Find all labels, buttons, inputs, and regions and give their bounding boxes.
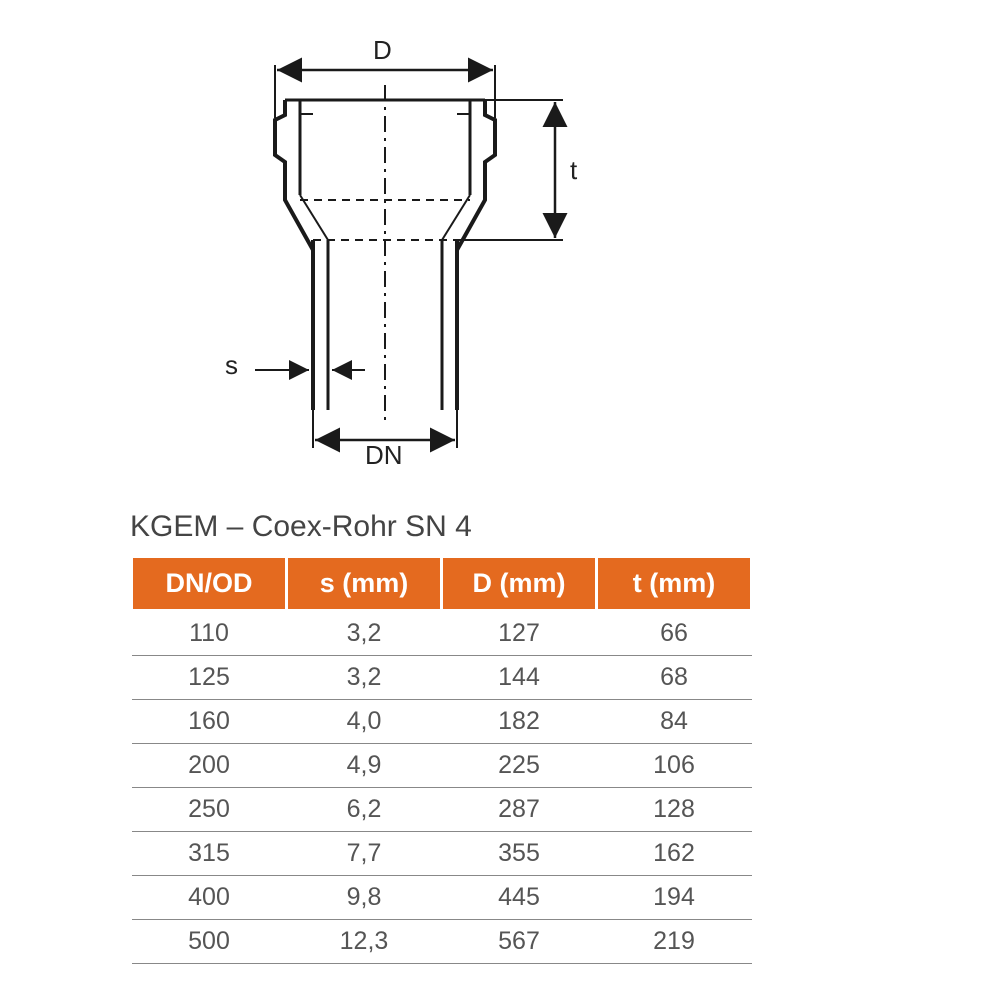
table-cell: 200: [132, 744, 287, 788]
table-row: 1604,018284: [132, 700, 752, 744]
table-cell: 182: [442, 700, 597, 744]
table-cell: 144: [442, 656, 597, 700]
table-cell: 66: [597, 611, 752, 656]
table-row: 1253,214468: [132, 656, 752, 700]
spec-table: DN/OD s (mm) D (mm) t (mm) 1103,21276612…: [130, 555, 753, 964]
table-cell: 500: [132, 920, 287, 964]
table-row: 2004,9225106: [132, 744, 752, 788]
table-row: 2506,2287128: [132, 788, 752, 832]
table-cell: 128: [597, 788, 752, 832]
table-cell: 7,7: [287, 832, 442, 876]
table-cell: 160: [132, 700, 287, 744]
table-row: 50012,3567219: [132, 920, 752, 964]
table-cell: 6,2: [287, 788, 442, 832]
table-row: 4009,8445194: [132, 876, 752, 920]
table-row: 3157,7355162: [132, 832, 752, 876]
table-cell: 219: [597, 920, 752, 964]
dim-label-s: s: [225, 350, 238, 381]
table-cell: 194: [597, 876, 752, 920]
dim-label-dn: DN: [365, 440, 403, 471]
table-cell: 400: [132, 876, 287, 920]
table-cell: 127: [442, 611, 597, 656]
col-d: D (mm): [442, 557, 597, 611]
table-cell: 225: [442, 744, 597, 788]
table-title: KGEM – Coex-Rohr SN 4: [130, 510, 472, 544]
table-cell: 68: [597, 656, 752, 700]
table-cell: 445: [442, 876, 597, 920]
col-t: t (mm): [597, 557, 752, 611]
table-cell: 567: [442, 920, 597, 964]
pipe-diagram: D t s DN: [195, 40, 695, 480]
col-s: s (mm): [287, 557, 442, 611]
table-cell: 125: [132, 656, 287, 700]
table-cell: 162: [597, 832, 752, 876]
table-cell: 3,2: [287, 611, 442, 656]
col-dn-od: DN/OD: [132, 557, 287, 611]
table-header-row: DN/OD s (mm) D (mm) t (mm): [132, 557, 752, 611]
table-cell: 355: [442, 832, 597, 876]
table-cell: 12,3: [287, 920, 442, 964]
table-cell: 250: [132, 788, 287, 832]
table-cell: 287: [442, 788, 597, 832]
dim-label-d: D: [373, 35, 392, 66]
table-cell: 4,0: [287, 700, 442, 744]
table-cell: 84: [597, 700, 752, 744]
table-cell: 106: [597, 744, 752, 788]
table-cell: 315: [132, 832, 287, 876]
table-cell: 9,8: [287, 876, 442, 920]
table-cell: 4,9: [287, 744, 442, 788]
table-row: 1103,212766: [132, 611, 752, 656]
dim-label-t: t: [570, 155, 577, 186]
table-cell: 3,2: [287, 656, 442, 700]
table-cell: 110: [132, 611, 287, 656]
